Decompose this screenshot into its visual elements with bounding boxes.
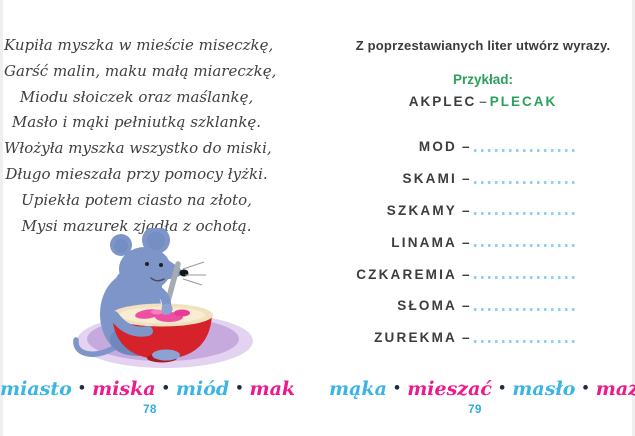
mouse-head bbox=[119, 247, 171, 291]
mouse-snout bbox=[158, 256, 184, 280]
scan-edge-right bbox=[632, 0, 635, 436]
poem-line: Miodu słoiczek oraz maślankę, bbox=[19, 87, 254, 106]
poem-line: Masło i mąki pełniutką szklankę. bbox=[11, 113, 262, 132]
dash: – bbox=[462, 298, 470, 314]
scrambled-word: CZKAREMIA bbox=[356, 266, 457, 282]
mouse-ear-left-inner bbox=[114, 239, 128, 253]
poem-line: Kupiła myszka w mieście miseczkę, bbox=[4, 36, 274, 54]
poem-line: Długo mieszała przy pomocy łyżki. bbox=[5, 164, 268, 183]
answer-blank-line[interactable] bbox=[473, 148, 576, 152]
batter-pink bbox=[174, 309, 190, 317]
dash: – bbox=[462, 139, 470, 155]
scrambled-word: MOD bbox=[418, 139, 457, 155]
mouse-illustration bbox=[73, 228, 253, 368]
answer-blank-line[interactable] bbox=[473, 180, 576, 184]
bullet-separator: • bbox=[497, 381, 507, 396]
answer-blank-line[interactable] bbox=[473, 307, 576, 311]
example-label: Przykład: bbox=[452, 72, 514, 87]
hint-word: mąka bbox=[329, 378, 387, 400]
book-page-left: Kupiła myszka w mieście miseczkę, Garść … bbox=[0, 0, 317, 436]
hint-word: mazurek bbox=[595, 378, 635, 400]
answer-blank-line[interactable] bbox=[473, 276, 576, 280]
bullet-separator: • bbox=[392, 381, 402, 396]
scrambled-word: ZUREKMA bbox=[374, 330, 457, 346]
mouse-eye-right bbox=[159, 263, 163, 267]
book-page-right: Z poprzestawianych liter utwórz wyrazy. … bbox=[317, 0, 635, 436]
word-row: CZKAREMIA – bbox=[317, 258, 576, 290]
poem-line: Włożyła myszka wszystko do miski, bbox=[4, 139, 272, 158]
page-number-right: 79 bbox=[468, 404, 482, 416]
scrambled-word: SKAMI bbox=[402, 171, 457, 187]
word-row: ZUREKMA – bbox=[317, 322, 576, 354]
batter-pink-light bbox=[151, 309, 163, 315]
hint-words-left: miasto • miska • miód • mak bbox=[0, 376, 295, 402]
scrambled-word: SZKAMY bbox=[386, 202, 457, 218]
mouse-whiskers bbox=[182, 261, 206, 286]
hint-word: miód bbox=[175, 378, 230, 400]
scrambled-word: LINAMA bbox=[391, 234, 457, 250]
hint-word: mak bbox=[249, 378, 296, 400]
answer-blank-line[interactable] bbox=[473, 244, 576, 248]
word-row: SZKAMY – bbox=[317, 195, 576, 227]
example-answer: PLECAK bbox=[489, 94, 558, 109]
dash: – bbox=[462, 330, 470, 346]
scrambled-word: SŁOMA bbox=[397, 298, 457, 314]
scan-edge-left bbox=[0, 0, 3, 436]
page-number-left: 78 bbox=[143, 404, 157, 416]
poem-line: Mysi mazurek zjadła z ochotą. bbox=[21, 216, 252, 235]
mouse-paw bbox=[161, 303, 173, 315]
example-dash: – bbox=[479, 94, 487, 109]
dash: – bbox=[462, 171, 470, 187]
bullet-separator: • bbox=[235, 381, 244, 396]
mouse-arm-left bbox=[109, 311, 153, 337]
bullet-separator: • bbox=[581, 381, 590, 396]
poem-line: Upiekła potem ciasto na złoto, bbox=[21, 190, 252, 209]
example-scrambled: AKPLEC bbox=[408, 94, 477, 109]
hint-words-right: mąka • mieszać • masło • mazurek bbox=[329, 376, 635, 402]
dash: – bbox=[462, 202, 470, 218]
hint-word: masło bbox=[512, 378, 576, 400]
poem: Kupiła myszka w mieście miseczkę, Garść … bbox=[4, 33, 277, 239]
hint-word: mieszać bbox=[407, 378, 492, 400]
word-row: MOD – bbox=[317, 131, 576, 163]
poem-line: Garść malin, maku małą miareczkę, bbox=[4, 61, 277, 80]
hint-word: miasto bbox=[0, 378, 72, 400]
mouse-ear-right-inner bbox=[147, 232, 165, 250]
word-row: SKAMI – bbox=[317, 163, 576, 195]
mouse-foot bbox=[152, 349, 180, 361]
word-row: SŁOMA – bbox=[317, 290, 576, 322]
exercise-instruction: Z poprzestawianych liter utwórz wyrazy. bbox=[355, 38, 611, 53]
dash: – bbox=[462, 266, 470, 282]
word-row: LINAMA – bbox=[317, 226, 576, 258]
answer-blank-line[interactable] bbox=[473, 212, 576, 216]
mouse-smile bbox=[150, 277, 165, 282]
dash: – bbox=[462, 234, 470, 250]
answer-blank-line[interactable] bbox=[473, 339, 576, 343]
hint-word: miska bbox=[92, 378, 156, 400]
bullet-separator: • bbox=[161, 381, 170, 396]
scrambled-word-list: MOD – SKAMI – SZKAMY – LINAMA – CZKAREMIA – S… bbox=[317, 131, 576, 354]
example-line: AKPLEC – PLECAK bbox=[317, 94, 635, 109]
bullet-separator: • bbox=[77, 381, 87, 396]
bowl bbox=[112, 315, 212, 359]
mouse-eye-left bbox=[145, 262, 149, 266]
